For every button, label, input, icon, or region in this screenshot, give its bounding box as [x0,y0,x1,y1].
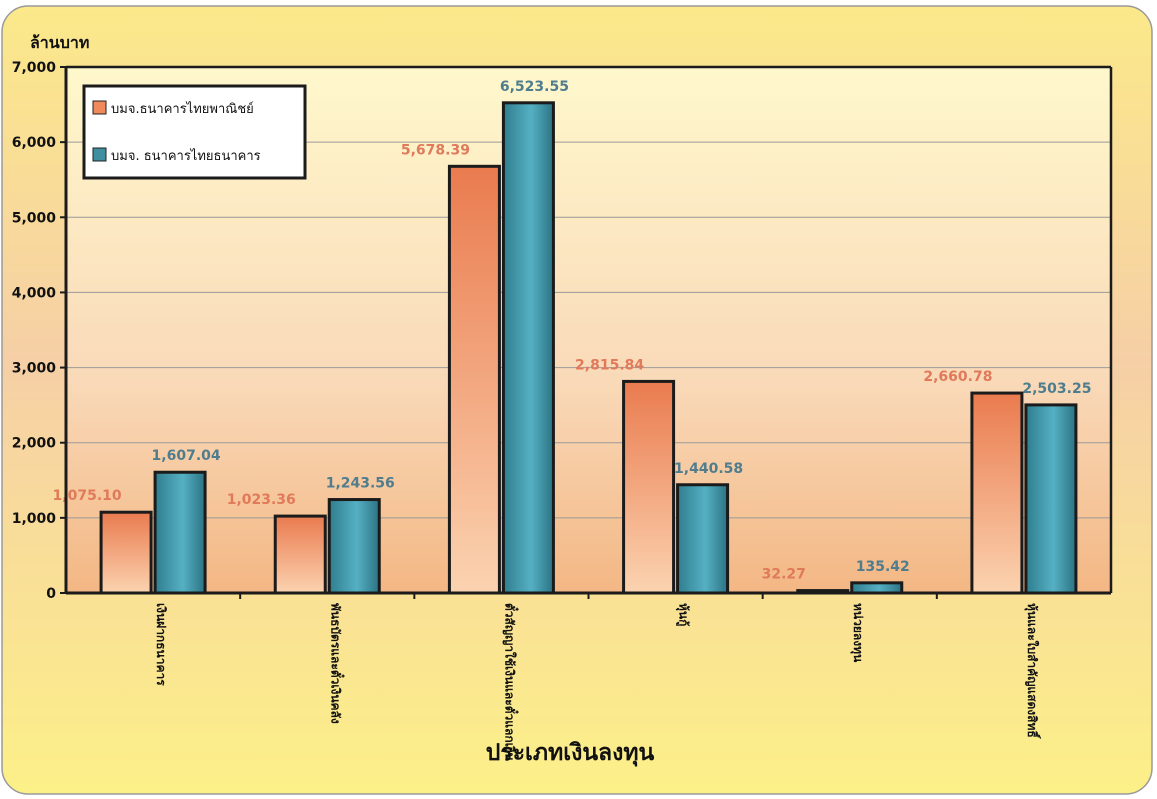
legend-label-thaibank: บมจ. ธนาคารไทยธนาคาร [111,148,261,164]
x-category-label: พันธบัตรและตั๋วเงินคลัง [328,603,345,724]
x-axis-categories: เงินฝากธนาคาร พันธบัตรและตั๋วเงินคลัง ตั๋ว… [154,593,1041,762]
data-label-thaibank: 1,440.58 [674,461,743,477]
bar-thaibank [676,483,730,595]
legend: บมจ.ธนาคารไทยพาณิชย์ บมจ. ธนาคารไทยธนาคา… [82,84,307,180]
x-category-label: หุ้นและใบสำคัญแสดงสิทธิ์ [1024,603,1041,739]
bar-scb [970,391,1024,595]
bar-scb [447,164,501,595]
x-category-label: หุ้นกู้ [676,603,691,626]
legend-box [82,84,307,180]
y-tick-label: 1,000 [12,511,57,527]
data-label-thaibank: 1,243.56 [326,476,395,492]
data-label-scb: 5,678.39 [401,142,470,158]
y-tick-label: 7,000 [12,60,57,76]
bar-thaibank [1024,403,1078,595]
bar-scb [273,514,327,595]
data-label-scb: 1,075.10 [53,488,122,504]
data-label-scb: 2,815.84 [575,357,644,373]
data-label-thaibank: 6,523.55 [500,79,569,95]
y-tick-label: 2,000 [12,436,57,452]
bar-scb [622,379,676,595]
data-label-thaibank: 2,503.25 [1022,381,1091,397]
data-label-scb: 2,660.78 [923,369,992,385]
y-tick-label: 4,000 [12,285,57,301]
x-axis-title: ประเภทเงินลงทุน [486,740,655,767]
data-label-scb: 32.27 [762,567,806,583]
y-tick-label: 6,000 [12,135,57,151]
x-category-label: เงินฝากธนาคาร [154,603,168,686]
y-axis-ticks: 0 1,000 2,000 3,000 4,000 5,000 6,000 7,000 [12,60,66,602]
bar-thaibank [501,101,555,595]
y-tick-label: 0 [46,586,56,602]
x-category-label: ตั๋วสัญญาใช้เงินและตั๋วแลกเงิน [502,603,519,762]
y-tick-label: 5,000 [12,210,57,226]
data-label-thaibank: 135.42 [856,559,910,575]
data-label-thaibank: 1,607.04 [152,448,221,464]
bar-thaibank [850,581,904,595]
data-label-scb: 1,023.36 [227,492,296,508]
x-category-label: หน่วยลงทุน [850,603,865,663]
legend-swatch-thaibank [92,147,107,162]
bar-scb [99,510,153,595]
bar-thaibank [327,498,381,595]
y-axis-title: ล้านบาท [30,33,89,52]
bar-thaibank [153,470,207,595]
legend-swatch-scb [92,100,107,115]
legend-label-scb: บมจ.ธนาคารไทยพาณิชย์ [111,101,254,117]
y-tick-label: 3,000 [12,361,57,377]
